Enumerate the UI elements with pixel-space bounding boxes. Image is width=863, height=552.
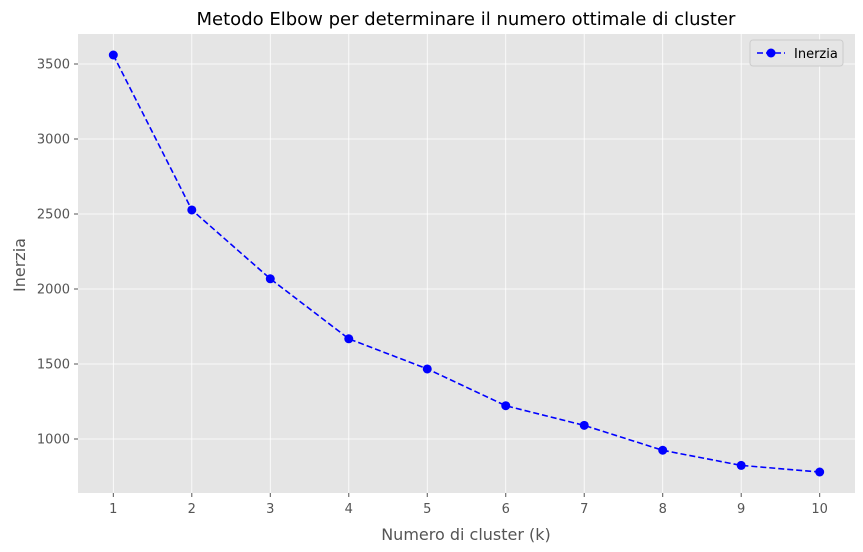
series-layer — [108, 50, 825, 477]
y-tick-label: 3500 — [37, 58, 70, 73]
x-tick-label: 3 — [266, 502, 274, 517]
y-tick-label: 2000 — [37, 283, 70, 298]
data-point — [187, 205, 197, 215]
legend: Inerzia — [749, 39, 844, 67]
axis-ticks: 1 2 3 4 5 6 7 8 9 10 1000 1500 2000 2500 3000 3500 — [37, 58, 828, 518]
data-point — [344, 334, 354, 344]
legend-box — [749, 39, 844, 67]
x-tick-label: 5 — [423, 502, 431, 517]
data-point — [736, 460, 746, 470]
data-point — [579, 420, 589, 430]
data-point — [108, 50, 118, 60]
y-tick-label: 2500 — [37, 208, 70, 223]
series-line-inerzia — [112, 54, 820, 473]
x-tick-label: 8 — [659, 502, 667, 517]
x-tick-label: 7 — [580, 502, 588, 517]
data-point — [658, 445, 668, 455]
x-axis-label: Numero di cluster (k) — [381, 525, 551, 544]
x-tick-label: 6 — [502, 502, 510, 517]
y-tick-label: 1500 — [37, 358, 70, 373]
x-tick-label: 4 — [345, 502, 353, 517]
data-point — [265, 274, 275, 284]
chart-title: Metodo Elbow per determinare il numero o… — [197, 9, 737, 30]
plot-area — [78, 34, 855, 493]
y-axis-label: Inerzia — [10, 238, 29, 292]
legend-label: Inerzia — [794, 47, 838, 62]
grid — [78, 34, 855, 493]
x-tick-label: 1 — [109, 502, 117, 517]
y-tick-label: 1000 — [37, 433, 70, 448]
data-point — [815, 467, 825, 477]
y-tick-label: 3000 — [37, 133, 70, 148]
x-tick-label: 9 — [737, 502, 745, 517]
x-tick-label: 2 — [188, 502, 196, 517]
x-tick-label: 10 — [811, 502, 828, 517]
data-point — [422, 364, 432, 374]
legend-marker — [766, 48, 776, 58]
data-point — [501, 401, 511, 411]
